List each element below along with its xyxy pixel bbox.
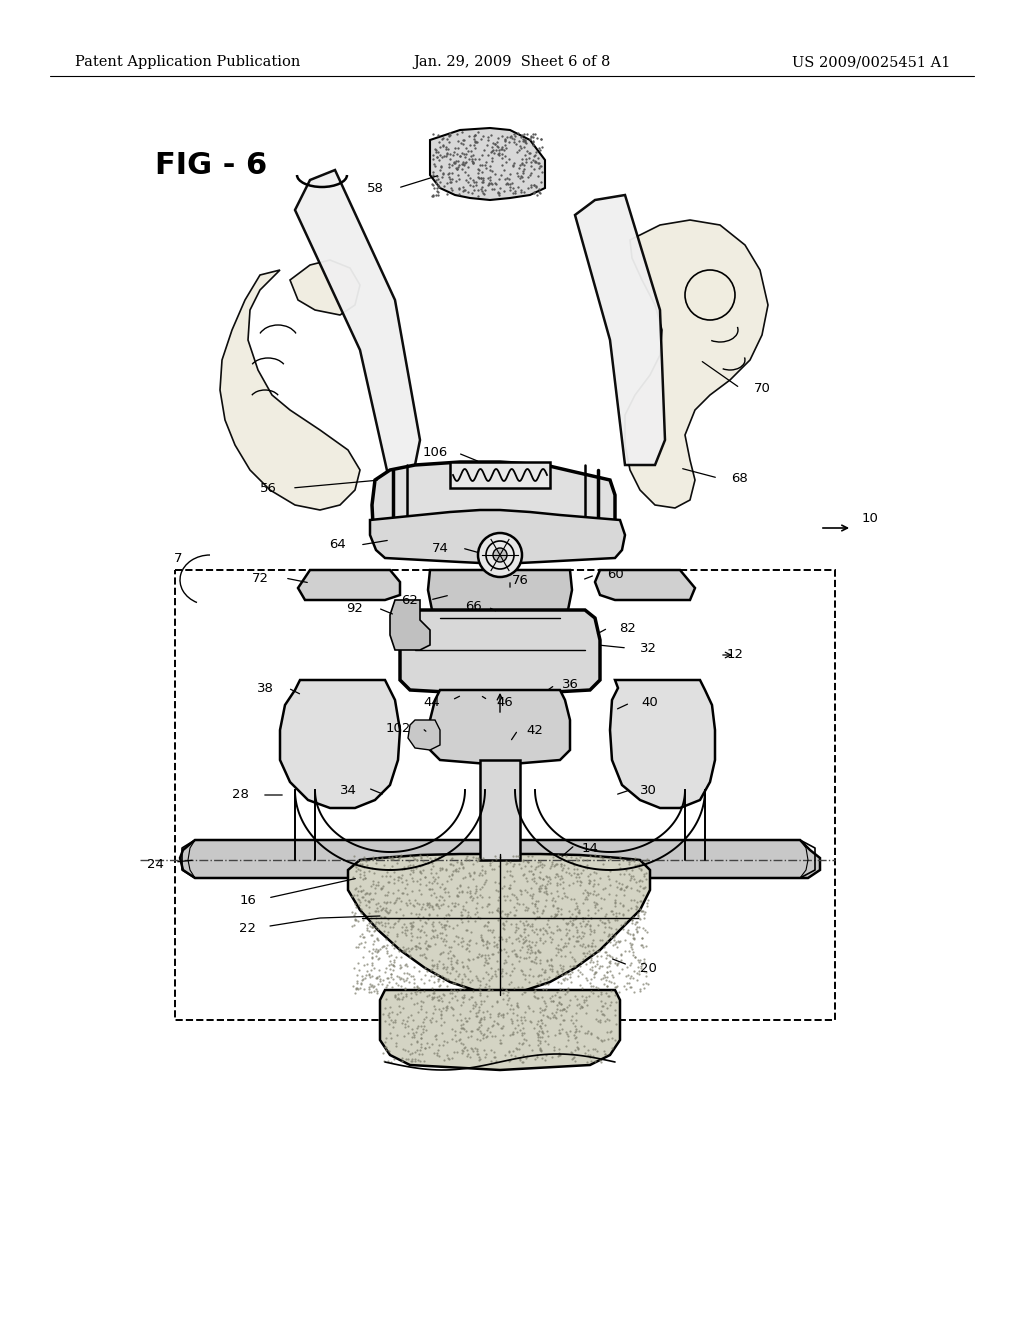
- Circle shape: [493, 548, 507, 562]
- Polygon shape: [610, 680, 715, 808]
- Text: 40: 40: [642, 697, 658, 710]
- Polygon shape: [372, 462, 615, 550]
- Text: 38: 38: [257, 681, 273, 694]
- Text: 42: 42: [526, 723, 544, 737]
- Text: 68: 68: [731, 471, 749, 484]
- Text: 7: 7: [174, 552, 182, 565]
- Text: 16: 16: [240, 894, 256, 907]
- Circle shape: [685, 271, 735, 319]
- Text: 30: 30: [640, 784, 656, 796]
- Polygon shape: [348, 854, 650, 995]
- Polygon shape: [280, 680, 400, 808]
- Polygon shape: [625, 220, 768, 508]
- Polygon shape: [450, 462, 550, 488]
- Text: 72: 72: [252, 572, 268, 585]
- Text: 92: 92: [346, 602, 364, 615]
- Polygon shape: [595, 570, 695, 601]
- Text: 76: 76: [512, 573, 528, 586]
- Polygon shape: [408, 719, 440, 750]
- Circle shape: [478, 533, 522, 577]
- Text: 64: 64: [330, 539, 346, 552]
- Text: 106: 106: [422, 446, 447, 459]
- Polygon shape: [180, 840, 820, 878]
- Text: 66: 66: [465, 601, 481, 614]
- Text: 44: 44: [424, 697, 440, 710]
- Bar: [175, 570, 835, 1020]
- Text: US 2009/0025451 A1: US 2009/0025451 A1: [792, 55, 950, 69]
- Text: 74: 74: [431, 541, 449, 554]
- Text: Jan. 29, 2009  Sheet 6 of 8: Jan. 29, 2009 Sheet 6 of 8: [414, 55, 610, 69]
- Text: 46: 46: [497, 697, 513, 710]
- Text: 22: 22: [240, 921, 256, 935]
- Polygon shape: [430, 128, 545, 201]
- Polygon shape: [370, 510, 625, 564]
- Text: 34: 34: [340, 784, 356, 796]
- Polygon shape: [220, 271, 360, 510]
- Polygon shape: [480, 760, 520, 861]
- Polygon shape: [295, 170, 420, 475]
- Text: 70: 70: [754, 381, 770, 395]
- Text: 60: 60: [606, 569, 624, 582]
- Text: 24: 24: [146, 858, 164, 871]
- Polygon shape: [298, 570, 400, 601]
- Text: 62: 62: [401, 594, 419, 606]
- Text: FIG - 6: FIG - 6: [155, 150, 267, 180]
- Text: 58: 58: [367, 181, 383, 194]
- Polygon shape: [380, 990, 620, 1071]
- Text: Patent Application Publication: Patent Application Publication: [75, 55, 300, 69]
- Polygon shape: [575, 195, 665, 465]
- Text: 32: 32: [640, 642, 656, 655]
- Polygon shape: [290, 260, 360, 315]
- Polygon shape: [400, 610, 600, 696]
- Text: 102: 102: [385, 722, 411, 734]
- Text: 14: 14: [582, 842, 598, 854]
- Text: 36: 36: [561, 678, 579, 692]
- Text: 12: 12: [726, 648, 743, 661]
- Text: 56: 56: [259, 482, 276, 495]
- Text: 28: 28: [231, 788, 249, 801]
- Polygon shape: [428, 570, 572, 615]
- Text: 82: 82: [620, 622, 637, 635]
- Text: 20: 20: [640, 961, 656, 974]
- Polygon shape: [390, 601, 430, 649]
- Polygon shape: [430, 690, 570, 766]
- Text: 10: 10: [861, 511, 879, 524]
